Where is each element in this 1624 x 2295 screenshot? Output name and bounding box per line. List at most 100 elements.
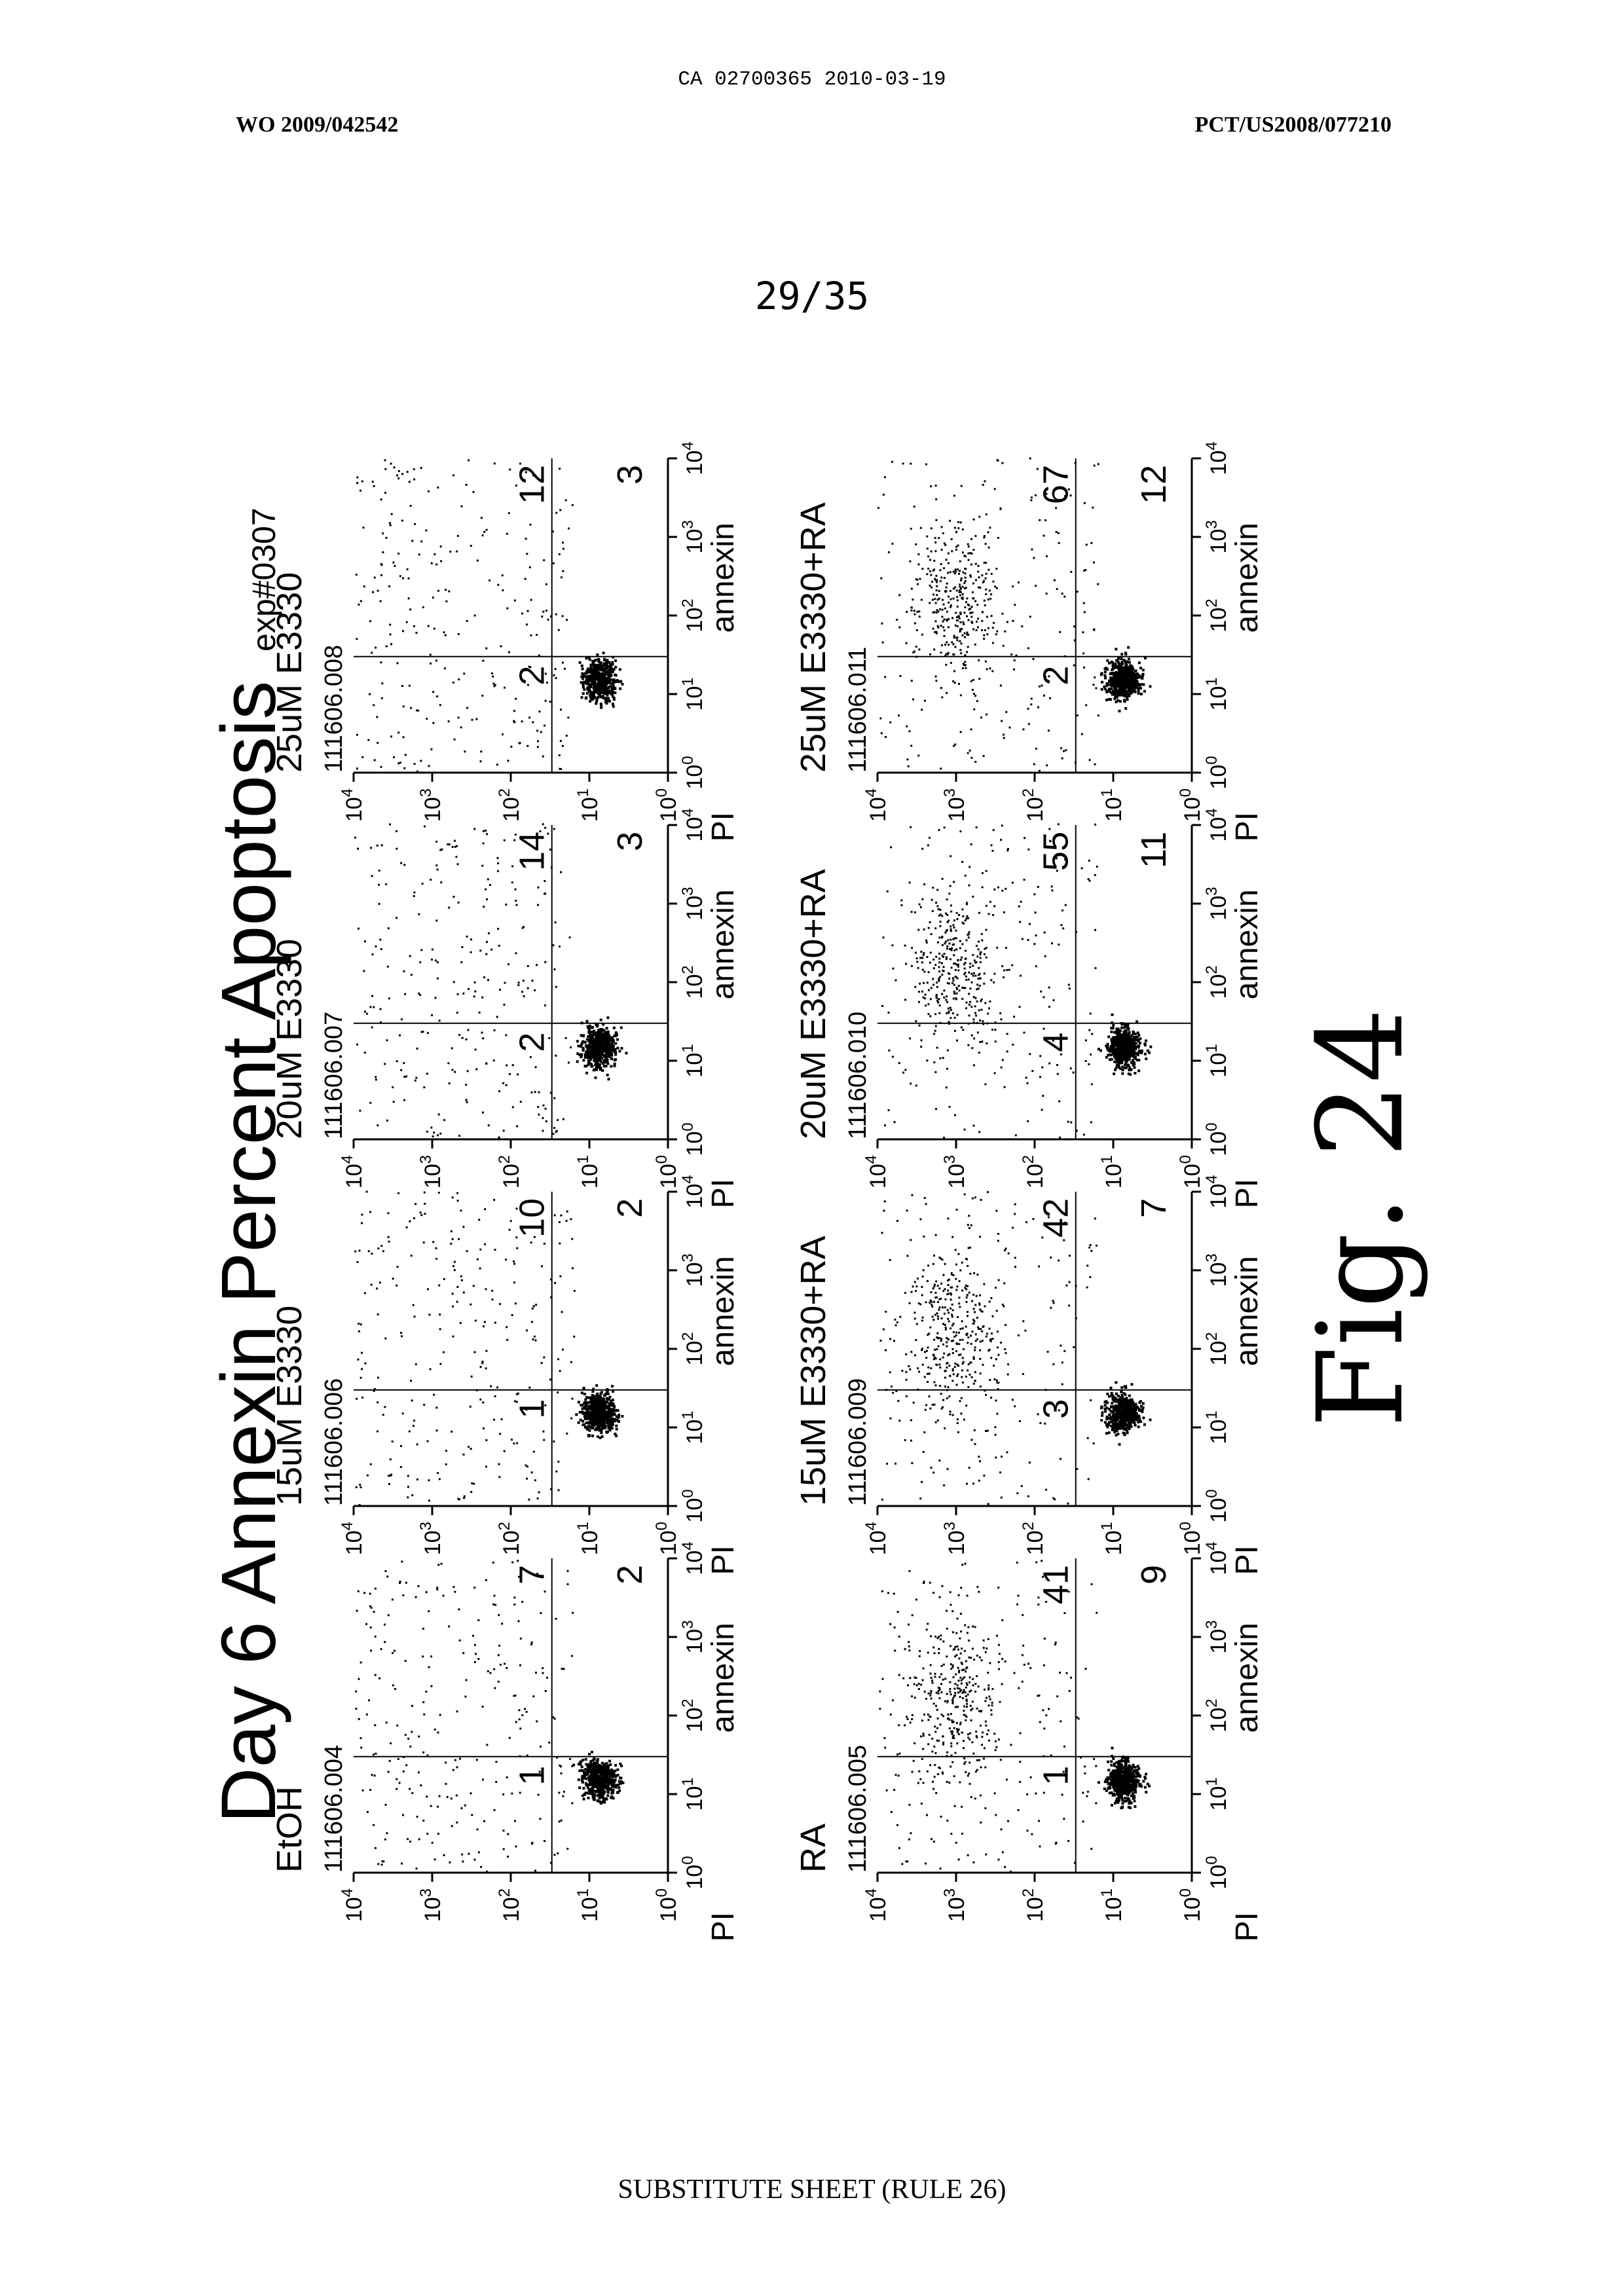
scatter-point <box>893 1789 895 1791</box>
scatter-point <box>594 1423 597 1426</box>
scatter-point <box>1016 1562 1018 1564</box>
scatter-point <box>458 678 460 680</box>
scatter-point <box>506 1326 507 1328</box>
scatter-point <box>950 1663 952 1665</box>
scatter-point <box>407 1838 409 1840</box>
scatter-point <box>1123 1781 1126 1784</box>
scatter-point <box>1139 1400 1142 1403</box>
scatter-point <box>1124 1385 1127 1387</box>
scatter-point <box>418 993 420 995</box>
scatter-point <box>403 1062 405 1064</box>
scatter-point <box>593 1782 596 1785</box>
scatter-point <box>937 1717 939 1719</box>
scatter-point <box>1111 1774 1114 1776</box>
scatter-point <box>374 1774 376 1776</box>
scatter-point <box>509 1737 511 1739</box>
scatter-point <box>403 736 405 738</box>
scatter-point <box>431 1685 433 1687</box>
scatter-point <box>377 1313 379 1315</box>
scatter-point <box>606 1399 609 1401</box>
scatter-point <box>1096 1612 1098 1614</box>
scatter-point <box>544 880 545 882</box>
scatter-point <box>1084 1772 1086 1774</box>
scatter-point <box>397 731 399 733</box>
scatter-point <box>504 1004 506 1006</box>
scatter-point <box>606 1431 609 1433</box>
scatter-point <box>1121 1767 1124 1769</box>
scatter-point <box>600 667 603 669</box>
scatter-point <box>923 1782 925 1784</box>
scatter-point <box>612 691 614 693</box>
scatter-point <box>497 857 499 859</box>
scatter-point <box>495 1781 497 1783</box>
scatter-point <box>371 875 373 877</box>
scatter-point <box>608 1402 611 1405</box>
scatter-point <box>975 1731 977 1733</box>
scatter-point <box>598 1769 600 1772</box>
scatter-point <box>1087 1791 1089 1793</box>
scatter-point <box>929 1764 931 1766</box>
scatter-point <box>432 722 434 724</box>
scatter-point <box>612 1783 615 1786</box>
scatter-point <box>470 1406 471 1408</box>
scatter-point <box>518 982 520 983</box>
scatter-point <box>407 1738 409 1740</box>
scatter-point <box>409 1431 411 1433</box>
scatter-point <box>486 529 488 531</box>
scatter-point <box>605 1065 608 1067</box>
scatter-point <box>1124 1792 1127 1795</box>
scatter-point <box>601 1397 604 1400</box>
scatter-point <box>562 542 564 543</box>
scatter-point <box>610 1400 612 1403</box>
y-tick-exponent: 1 <box>574 788 592 797</box>
scatter-point <box>1126 1419 1129 1422</box>
scatter-point <box>986 1697 987 1699</box>
scatter-point <box>972 1753 974 1755</box>
scatter-point <box>443 1854 445 1856</box>
scatter-point <box>556 1130 558 1132</box>
scatter-point <box>568 1061 570 1063</box>
scatter-point <box>1119 1776 1122 1779</box>
scatter-point <box>934 1636 936 1638</box>
scatter-point <box>583 1387 585 1389</box>
scatter-point <box>961 1320 963 1322</box>
y-tick-label: 104 <box>339 1888 367 1922</box>
scatter-panel: 20uM E3330111606.00710010010110110210210… <box>270 808 741 1208</box>
scatter-point <box>371 1774 373 1776</box>
scatter-point <box>1037 1695 1039 1697</box>
scatter-point <box>980 1767 982 1769</box>
scatter-point <box>560 872 562 873</box>
scatter-point <box>545 583 547 585</box>
scatter-point <box>485 1579 487 1581</box>
scatter-point <box>536 730 538 732</box>
scatter-point <box>448 1626 450 1628</box>
scatter-point <box>612 1789 614 1791</box>
scatter-point <box>414 523 416 525</box>
scatter-point <box>1137 1421 1139 1423</box>
scatter-point <box>479 1249 481 1251</box>
scatter-point <box>615 1425 618 1427</box>
scatter-point <box>454 1269 456 1271</box>
scatter-point <box>1123 1432 1126 1435</box>
scatter-point <box>380 948 382 950</box>
scatter-point <box>590 1397 593 1400</box>
scatter-point <box>612 1774 615 1777</box>
scatter-point <box>420 1214 422 1216</box>
scatter-point <box>389 522 391 524</box>
x-tick-label: 104 <box>679 1175 707 1208</box>
scatter-point <box>422 606 424 608</box>
scatter-point <box>477 1828 479 1830</box>
scatter-point <box>354 837 356 839</box>
scatter-point <box>999 1653 1001 1655</box>
scatter-point <box>1145 1773 1147 1776</box>
scatter-point <box>400 1069 402 1071</box>
scatter-point <box>619 1776 621 1779</box>
scatter-point <box>1108 1395 1111 1398</box>
scatter-point <box>452 1069 454 1071</box>
scatter-point <box>482 660 484 662</box>
scatter-point <box>435 564 437 566</box>
scatter-point <box>904 1648 906 1650</box>
panels-group: EtOH111606.00410010010110110210210310310… <box>270 441 1264 1941</box>
y-tick-label: 101 <box>1098 1888 1126 1922</box>
scatter-point <box>385 1804 387 1806</box>
